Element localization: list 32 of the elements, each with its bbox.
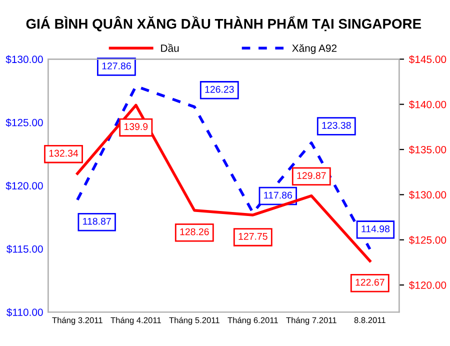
data-label: 128.26 [180,228,209,236]
data-label: 127.86 [102,62,131,70]
data-label: 122.67 [356,278,384,286]
chart-title: GIÁ BÌNH QUÂN XĂNG DẦU THÀNH PHẨM TẠI SINGAPORE [26,16,422,32]
x-tick-label: 8.8.2011 [354,317,386,324]
y2-tick-label: $120.00 [408,281,446,290]
y-tick-label: $115.00 [6,244,43,254]
legend-label: Xăng A92 [292,44,337,54]
data-label: 126.23 [205,86,234,93]
y2-tick-label: $135.00 [408,146,446,154]
data-label: 117.86 [264,192,292,199]
y-tick-label: $110.00 [6,308,43,317]
y-tick-label: $130.00 [6,55,43,64]
y2-tick-label: $140.00 [408,100,446,109]
x-tick-label: Tháng 5.2011 [169,316,220,325]
data-label: 129.87 [297,172,326,179]
y2-tick-label: $145.00 [408,55,446,64]
data-label: 123.38 [322,122,351,129]
data-label: 127.75 [238,232,268,240]
x-tick-label: Tháng 3.2011 [52,316,102,325]
y2-tick-label: $125.00 [408,236,446,244]
x-tick-label: Tháng 6.2011 [228,316,278,325]
data-label: 118.87 [83,218,111,225]
data-label: 139.9 [124,123,148,130]
x-tick-label: Tháng 7.2011 [286,316,336,325]
y2-tick-label: $130.00 [408,190,446,200]
legend-label: Dầu [161,44,179,52]
y-tick-label: $120.00 [6,182,43,190]
data-label: 114.98 [362,225,390,232]
x-tick-label: Tháng 4.2011 [110,316,161,325]
data-label: 132.34 [49,150,78,157]
y-tick-label: $125.00 [6,118,43,127]
